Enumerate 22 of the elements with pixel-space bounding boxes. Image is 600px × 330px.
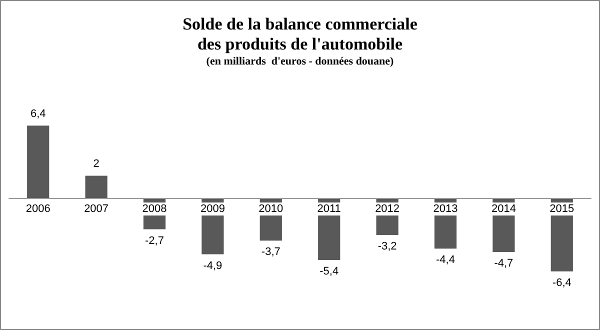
data-label: -4,7 xyxy=(494,258,514,270)
data-label: -4,4 xyxy=(436,254,455,266)
x-tick-label: 2010 xyxy=(258,203,284,215)
data-label: -4,9 xyxy=(203,260,222,272)
x-tick-label: 2009 xyxy=(200,203,225,215)
data-label: -3,7 xyxy=(261,246,280,258)
data-label: 2 xyxy=(93,158,100,170)
x-tick-label: 2014 xyxy=(491,203,516,215)
data-label: -6,4 xyxy=(552,276,572,289)
x-tick-label: 2012 xyxy=(375,203,400,215)
data-label: -5,4 xyxy=(320,266,339,278)
x-tick-label: 2007 xyxy=(84,203,109,215)
x-tick-label: 2006 xyxy=(26,203,50,215)
data-label: -3,2 xyxy=(378,240,397,252)
x-tick-label: 2015 xyxy=(550,203,574,215)
x-tick-label: 2013 xyxy=(433,203,458,215)
x-tick-label: 2008 xyxy=(142,203,167,215)
chart-subtitle: (en milliards d'euros - données douane) xyxy=(206,56,394,68)
data-label: 6,4 xyxy=(30,108,46,120)
data-label: -2,7 xyxy=(145,234,164,247)
chart-title: Solde de la balance commerciale des produits de l'automobile xyxy=(182,14,418,54)
x-tick-label: 2011 xyxy=(317,203,341,215)
